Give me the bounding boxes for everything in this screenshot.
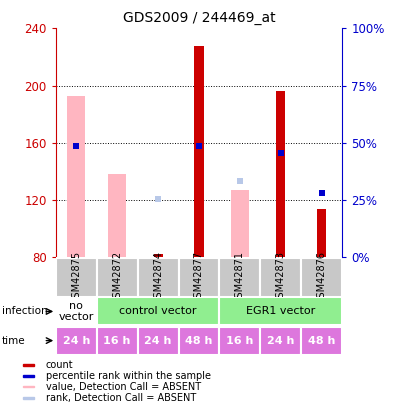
- FancyBboxPatch shape: [219, 297, 342, 326]
- Text: 16 h: 16 h: [226, 336, 254, 345]
- FancyBboxPatch shape: [260, 258, 301, 297]
- Bar: [154, 254, 162, 257]
- FancyBboxPatch shape: [219, 326, 260, 355]
- Text: GSM42875: GSM42875: [71, 251, 81, 304]
- Text: no
vector: no vector: [59, 301, 94, 322]
- Text: time: time: [2, 336, 25, 345]
- Bar: [108, 174, 126, 257]
- Bar: [276, 91, 285, 257]
- FancyBboxPatch shape: [219, 258, 260, 297]
- Text: 48 h: 48 h: [308, 336, 336, 345]
- Bar: [231, 190, 249, 257]
- FancyBboxPatch shape: [301, 326, 342, 355]
- FancyBboxPatch shape: [138, 258, 179, 297]
- FancyBboxPatch shape: [138, 326, 179, 355]
- Text: value, Detection Call = ABSENT: value, Detection Call = ABSENT: [46, 382, 201, 392]
- FancyBboxPatch shape: [260, 326, 301, 355]
- Text: 16 h: 16 h: [103, 336, 131, 345]
- Text: rank, Detection Call = ABSENT: rank, Detection Call = ABSENT: [46, 393, 196, 403]
- FancyBboxPatch shape: [97, 326, 138, 355]
- Bar: [23, 386, 34, 388]
- Text: EGR1 vector: EGR1 vector: [246, 307, 316, 316]
- FancyBboxPatch shape: [56, 326, 97, 355]
- Text: percentile rank within the sample: percentile rank within the sample: [46, 371, 211, 381]
- FancyBboxPatch shape: [56, 258, 97, 297]
- Text: infection: infection: [2, 307, 48, 316]
- Text: 48 h: 48 h: [185, 336, 213, 345]
- Text: GSM42876: GSM42876: [317, 251, 327, 304]
- Text: 24 h: 24 h: [267, 336, 295, 345]
- Text: GSM42872: GSM42872: [112, 251, 122, 304]
- FancyBboxPatch shape: [301, 258, 342, 297]
- Bar: [195, 45, 203, 257]
- Bar: [317, 209, 326, 257]
- Bar: [23, 375, 34, 377]
- Bar: [23, 364, 34, 366]
- FancyBboxPatch shape: [56, 297, 97, 326]
- Text: GSM42871: GSM42871: [235, 251, 245, 304]
- Text: GSM42877: GSM42877: [194, 251, 204, 304]
- Text: control vector: control vector: [119, 307, 197, 316]
- Text: GSM42873: GSM42873: [276, 251, 286, 304]
- Bar: [67, 96, 86, 257]
- Text: count: count: [46, 360, 74, 370]
- FancyBboxPatch shape: [179, 326, 219, 355]
- FancyBboxPatch shape: [97, 297, 219, 326]
- Bar: [23, 397, 34, 399]
- FancyBboxPatch shape: [97, 258, 138, 297]
- Title: GDS2009 / 244469_at: GDS2009 / 244469_at: [123, 11, 275, 25]
- Text: 24 h: 24 h: [144, 336, 172, 345]
- Text: GSM42874: GSM42874: [153, 251, 163, 304]
- FancyBboxPatch shape: [179, 258, 219, 297]
- Text: 24 h: 24 h: [62, 336, 90, 345]
